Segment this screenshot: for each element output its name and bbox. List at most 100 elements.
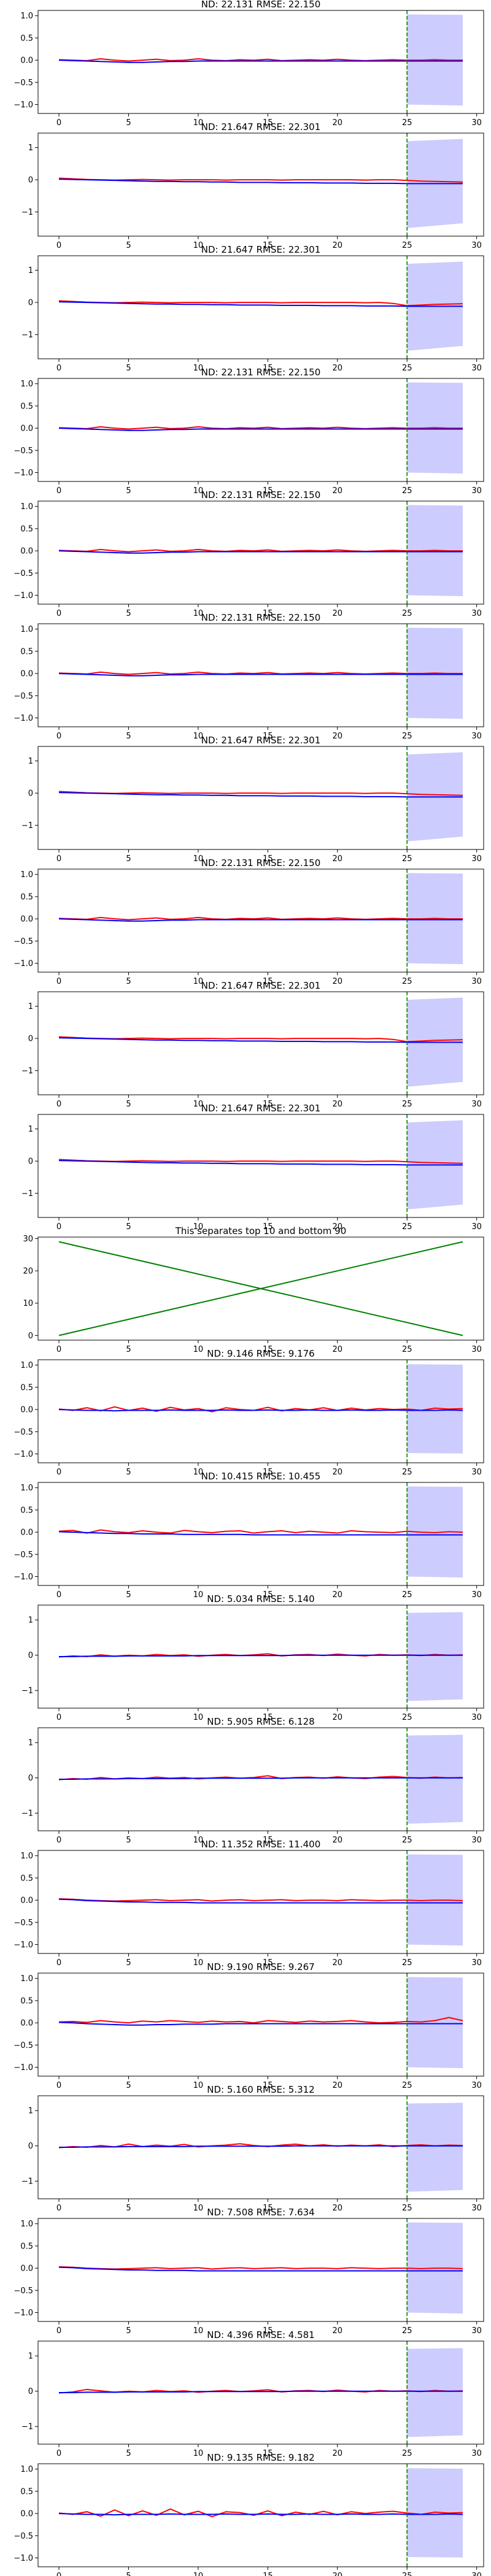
x-tick-label: 5 [126, 2449, 131, 2458]
chart-panel: ND: 21.647 RMSE: 22.301 0 5 10 15 20 25 30 −1 0 1 [21, 735, 484, 864]
x-tick-label: 20 [333, 241, 343, 250]
x-tick-label: 20 [333, 2572, 343, 2576]
x-tick-label: 30 [471, 2081, 482, 2090]
series-line [59, 1037, 463, 1043]
x-tick-label: 25 [402, 2326, 412, 2336]
plot-frame [37, 2218, 484, 2322]
x-tick-label: 30 [471, 854, 482, 864]
series-line [58, 2266, 463, 2270]
series-line [58, 2508, 463, 2518]
x-tick-label: 20 [333, 2449, 343, 2458]
x-tick-label: 5 [126, 1836, 131, 1845]
y-tick-label: −1.0 [14, 1450, 33, 1459]
x-tick-label: 30 [471, 2572, 482, 2576]
chart-panel: ND: 21.647 RMSE: 22.301 0 5 10 15 20 25 30 −1 0 1 [21, 1103, 484, 1232]
plot-frame [37, 868, 484, 973]
x-tick-label: 5 [126, 1590, 131, 1600]
y-tick-label: −0.5 [14, 2287, 33, 2296]
y-tick-label: −1.0 [14, 2309, 33, 2318]
x-tick-label: 30 [471, 118, 482, 128]
y-tick-label: 0.0 [20, 1406, 33, 1415]
series-line [58, 2017, 463, 2024]
x-tick-label: 15 [263, 1836, 273, 1845]
y-tick-label: 1 [28, 757, 33, 766]
x-tick-label: 25 [402, 732, 412, 741]
x-tick-label: 20 [333, 732, 343, 741]
y-tick-label: −1 [21, 1189, 33, 1198]
series-line [58, 2513, 463, 2516]
x-tick-label: 10 [193, 1713, 204, 1722]
y-tick-label: −0.5 [14, 692, 33, 701]
y-tick-label: 1 [28, 2352, 33, 2361]
x-tick-label: 20 [333, 1222, 343, 1232]
chart-title: ND: 22.131 RMSE: 22.150 [201, 367, 321, 378]
series-line [58, 673, 463, 677]
x-tick-label: 25 [402, 2572, 412, 2576]
x-tick-label: 0 [56, 2204, 61, 2213]
x-tick-label: 20 [333, 854, 343, 864]
x-tick-label: 20 [333, 486, 343, 496]
y-tick-label: 0.0 [20, 1896, 33, 1906]
prediction-interval-band [407, 1977, 463, 2068]
series-line [59, 1777, 463, 1780]
x-tick-label: 30 [471, 486, 482, 496]
prediction-interval-band [407, 1364, 463, 1454]
x-tick-label: 30 [471, 241, 482, 250]
y-tick-label: 0.5 [20, 2487, 33, 2496]
y-tick-label: 0 [28, 299, 33, 308]
plot-frame [37, 623, 484, 727]
prediction-interval-band [407, 1735, 463, 1824]
y-tick-label: −1.0 [14, 2063, 33, 2072]
y-tick-label: −1 [21, 1067, 33, 1076]
x-tick-label: 20 [333, 364, 343, 373]
x-tick-label: 10 [193, 2204, 204, 2213]
chart-panel: ND: 10.415 RMSE: 10.455 0 5 10 15 20 25 30 −1.0 −… [14, 1471, 484, 1600]
x-tick-label: 10 [193, 1958, 204, 1968]
x-tick-label: 25 [402, 854, 412, 864]
x-tick-label: 5 [126, 364, 131, 373]
chart-title: ND: 9.146 RMSE: 9.176 [207, 1348, 314, 1359]
x-tick-label: 15 [263, 486, 273, 496]
y-tick-label: 0.5 [20, 1506, 33, 1515]
x-tick-label: 10 [193, 364, 204, 373]
x-tick-label: 30 [471, 732, 482, 741]
y-tick-label: 0.5 [20, 524, 33, 534]
chart-title: ND: 21.647 RMSE: 22.301 [201, 980, 321, 991]
x-tick-label: 25 [402, 609, 412, 618]
y-tick-label: 0 [28, 789, 33, 799]
y-tick-label: 0 [28, 1157, 33, 1167]
x-tick-label: 5 [126, 1958, 131, 1968]
x-tick-label: 30 [471, 2204, 482, 2213]
chart-title: ND: 21.647 RMSE: 22.301 [201, 1103, 321, 1114]
y-tick-label: 0 [28, 176, 33, 185]
chart-title: ND: 22.131 RMSE: 22.150 [201, 489, 321, 500]
x-tick-label: 20 [333, 2326, 343, 2336]
x-tick-label: 0 [56, 2081, 61, 2090]
chart-title: ND: 21.647 RMSE: 22.301 [201, 121, 321, 132]
y-tick-label: −1 [21, 821, 33, 830]
chart-panel: ND: 9.146 RMSE: 9.176 0 5 10 15 20 25 30 −1.0 −0.… [14, 1348, 484, 1477]
x-tick-label: 30 [471, 1100, 482, 1109]
y-tick-label: 1.0 [20, 2465, 33, 2474]
chart-panel: ND: 22.131 RMSE: 22.150 0 5 10 15 20 25 30 −1.0 −… [14, 489, 484, 618]
x-tick-label: 20 [333, 1345, 343, 1354]
series-line [59, 178, 463, 185]
y-tick-label: 0.5 [20, 402, 33, 411]
x-tick-label: 15 [263, 1222, 273, 1232]
x-tick-label: 0 [56, 1100, 61, 1109]
x-tick-label: 0 [56, 1345, 61, 1354]
x-tick-label: 10 [193, 1468, 204, 1477]
x-tick-label: 5 [126, 118, 131, 128]
series-line [59, 1160, 463, 1166]
series-line [58, 550, 463, 554]
y-tick-label: −0.5 [14, 79, 33, 88]
y-tick-label: 0.0 [20, 2019, 33, 2028]
series-line [59, 1654, 463, 1657]
chart-panel: ND: 22.131 RMSE: 22.150 0 5 10 15 20 25 30 −1.0 −… [14, 612, 484, 741]
chart-title: This separates top 10 and bottom 90 [175, 1225, 347, 1236]
x-tick-label: 15 [263, 1468, 273, 1477]
y-tick-label: 1 [28, 266, 33, 275]
y-tick-label: 1.0 [20, 1974, 33, 1984]
chart-title: ND: 5.905 RMSE: 6.128 [207, 1716, 314, 1727]
